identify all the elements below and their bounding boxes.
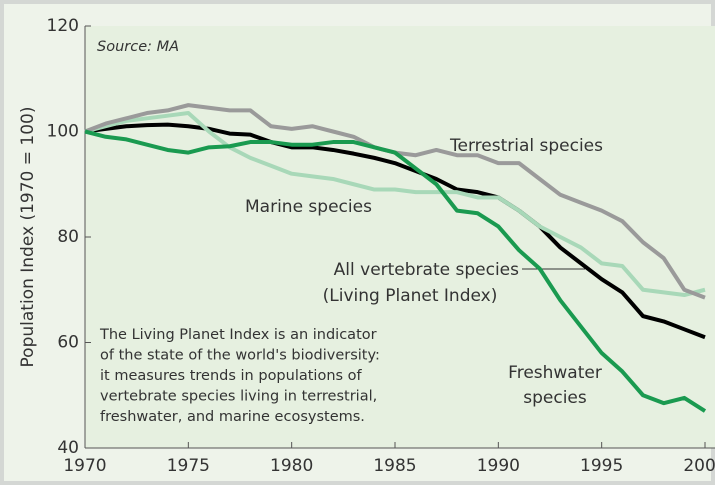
x-tick-label: 2000	[683, 456, 715, 476]
x-tick-label: 1990	[477, 456, 520, 476]
y-tick-label: 120	[47, 16, 79, 36]
annotation: The Living Planet Index is an indicator	[99, 327, 377, 343]
series-label: All vertebrate species	[334, 260, 519, 280]
annotation: vertebrate species living in terrestrial…	[100, 389, 377, 405]
annotation: it measures trends in populations of	[100, 368, 363, 384]
source: Source: MA	[97, 39, 179, 55]
x-tick-label: 1980	[270, 456, 313, 476]
series-label: species	[523, 388, 587, 408]
y-axis-label: Population Index (1970 = 100)	[18, 107, 38, 368]
x-tick-label: 1970	[63, 456, 106, 476]
series-label: Marine species	[245, 197, 372, 217]
x-tick-label: 1995	[580, 456, 623, 476]
x-tick-label: 1985	[373, 456, 416, 476]
x-tick-label: 1975	[167, 456, 210, 476]
series-label: (Living Planet Index)	[323, 286, 498, 306]
y-tick-label: 100	[47, 122, 79, 142]
series-line	[84, 111, 706, 298]
y-tick-label: 40	[57, 438, 79, 458]
annotation: freshwater, and marine ecosystems.	[100, 409, 365, 425]
y-tick-label: 60	[57, 333, 79, 353]
plot-area	[85, 26, 715, 448]
series-label: Freshwater	[508, 363, 602, 383]
y-tick-label: 80	[57, 227, 79, 247]
annotation: of the state of the world's biodiversity…	[100, 348, 380, 364]
series-label: Terrestrial species	[449, 136, 603, 156]
series-line	[84, 129, 707, 413]
series-line	[84, 122, 706, 340]
